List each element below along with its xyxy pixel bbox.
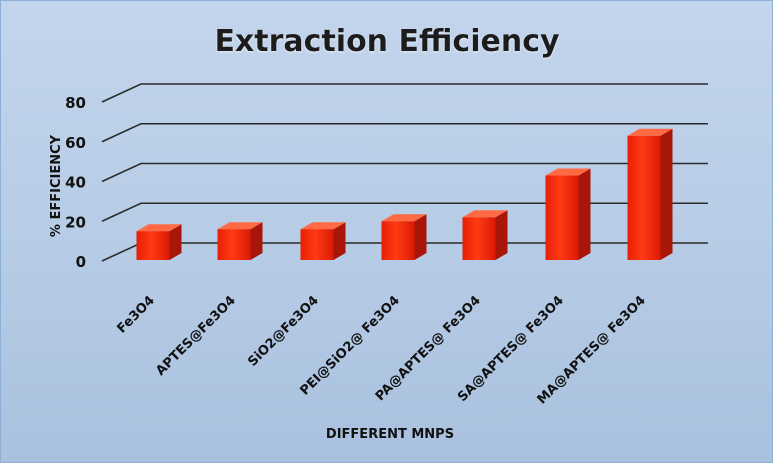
bar-front (627, 135, 661, 260)
grid-line-60 (101, 122, 708, 143)
y-tick-label: 80 (65, 94, 86, 112)
bar-side (333, 222, 346, 260)
bar (545, 168, 591, 260)
y-axis-title: % EFFICIENCY (49, 134, 64, 237)
bar-side (660, 128, 673, 260)
bar-side (250, 222, 263, 260)
bar-front (300, 229, 334, 260)
y-tick-label: 40 (65, 174, 86, 192)
bar-top (136, 224, 182, 232)
grid-line-40 (101, 162, 708, 183)
y-tick-label: 20 (65, 213, 86, 231)
bar-top (217, 222, 263, 230)
bar-side (495, 210, 508, 260)
x-axis-title: DIFFERENT MNPS (326, 427, 454, 442)
grid-lines (101, 83, 708, 262)
bar (136, 224, 182, 260)
bar-top (381, 214, 427, 222)
bar-top (627, 128, 673, 136)
y-tick-label: 0 (76, 253, 86, 271)
x-category-label: APTES@Fe3O4 (153, 293, 239, 379)
x-category-label: SiO2@Fe3O4 (245, 293, 322, 370)
grid-line-80 (101, 83, 708, 103)
bar-front (136, 231, 170, 260)
bar-front (381, 221, 415, 260)
bars (136, 128, 673, 260)
y-tick-label: 60 (65, 134, 86, 152)
bar-side (169, 224, 182, 260)
bar-top (462, 210, 508, 218)
bar-side (578, 168, 591, 260)
bar (217, 222, 263, 260)
bar (627, 128, 673, 260)
bar (381, 214, 427, 260)
bar-side (414, 214, 427, 260)
bar (462, 210, 508, 260)
bar-front (217, 229, 251, 260)
y-tick-labels: 0 20 40 60 80 (65, 94, 86, 271)
chart-title: Extraction Efficiency (214, 24, 560, 59)
x-category-label: Fe3O4 (114, 293, 157, 336)
bar-top (545, 168, 591, 176)
bar (300, 222, 346, 260)
grid-line-20 (101, 202, 708, 222)
bar-front (545, 175, 579, 260)
bar-top (300, 222, 346, 230)
bar-front (462, 217, 496, 260)
